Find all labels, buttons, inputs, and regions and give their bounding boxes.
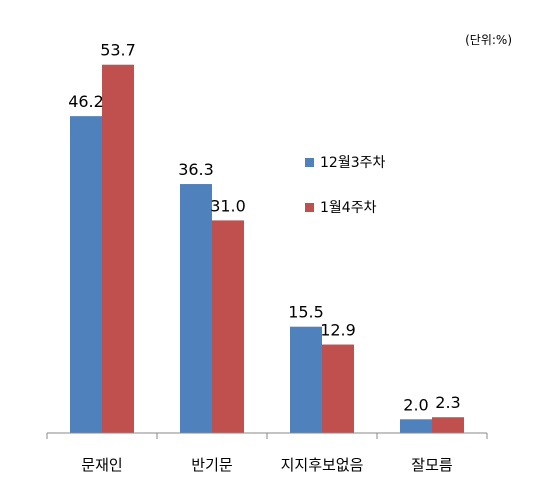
value-label: 12.9 — [320, 321, 356, 340]
value-label: 15.5 — [288, 303, 324, 322]
bar-series1-3 — [400, 419, 432, 433]
legend-label: 1월4주차 — [320, 200, 377, 216]
bar-series2-1 — [212, 220, 244, 433]
bar-series1-0 — [70, 116, 102, 434]
bar-series2-2 — [322, 344, 354, 433]
value-label: 31.0 — [210, 196, 246, 215]
category-label: 지지후보없음 — [281, 456, 364, 474]
category-label: 반기문 — [191, 456, 233, 474]
legend-swatch — [305, 158, 314, 167]
value-label: 53.7 — [100, 41, 136, 60]
value-label: 46.2 — [68, 92, 104, 111]
bar-series1-1 — [180, 184, 212, 433]
legend-label: 12월3주차 — [320, 155, 385, 171]
value-labels-layer: 46.2 53.7 36.3 31.0 15.512.9 2.0 2.3 — [68, 41, 461, 415]
legend-swatch — [305, 203, 314, 212]
category-label: 문재인 — [81, 456, 122, 474]
category-label: 잘모름 — [411, 456, 453, 474]
category-labels: 문재인 반기문 지지후보없음 잘모름 — [81, 456, 453, 474]
bar-series2-0 — [102, 64, 134, 434]
value-label: 2.0 — [403, 395, 428, 414]
unit-note: (단위:%) — [465, 33, 512, 47]
x-axis-ticks — [46, 433, 488, 439]
value-label: 2.3 — [435, 393, 460, 412]
legend: 12월3주차 1월4주차 — [305, 155, 385, 216]
bar-series2-3 — [432, 417, 464, 433]
bars-layer — [70, 64, 464, 434]
value-label: 36.3 — [178, 160, 214, 179]
bar-series1-2 — [290, 326, 322, 433]
